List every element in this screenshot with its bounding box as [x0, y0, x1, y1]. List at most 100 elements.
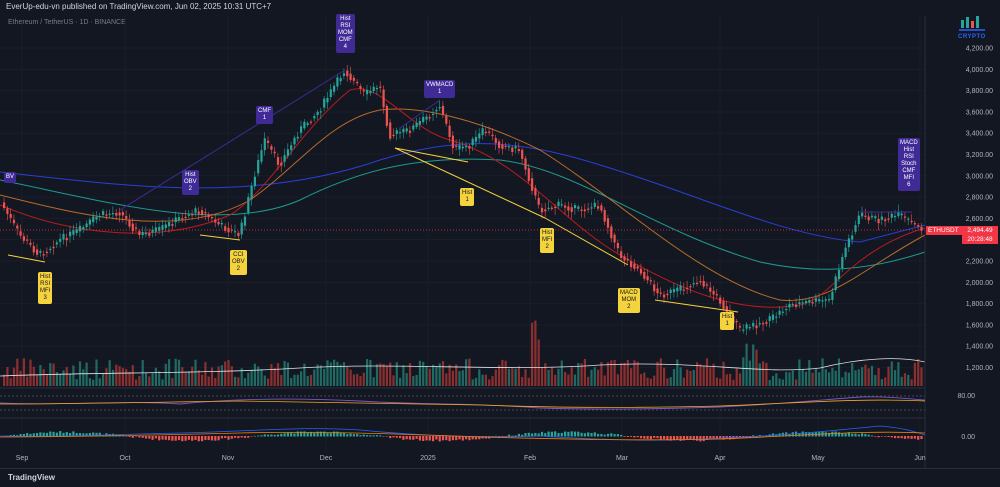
macd-hist-bar — [887, 436, 890, 437]
candle-body — [636, 266, 639, 269]
candle-body — [399, 132, 402, 134]
signal-tag[interactable]: BV — [4, 172, 17, 183]
candle-body — [85, 223, 88, 228]
signal-tag[interactable]: Hist OBV 2 — [182, 170, 199, 195]
candle-body — [98, 216, 101, 218]
volume-bar — [135, 379, 138, 386]
signal-tag[interactable]: Hist RSI MFI 3 — [38, 272, 53, 304]
signal-tag[interactable]: MACD MOM 2 — [618, 288, 640, 313]
candle-body — [309, 121, 313, 123]
macd-hist-bar — [669, 436, 672, 441]
ma-orange-line — [0, 108, 926, 301]
macd-hist-bar — [920, 436, 923, 439]
volume-bar — [263, 375, 266, 386]
signal-tag[interactable]: Hist MFI 2 — [540, 228, 555, 253]
candle-body — [313, 116, 316, 119]
signal-tag-line: CMF — [258, 108, 271, 114]
candle-body — [504, 145, 507, 147]
macd-hist-bar — [441, 436, 445, 441]
candle-body — [610, 226, 613, 239]
volume-bar — [177, 359, 181, 386]
volume-bar — [352, 374, 355, 386]
volume-bar — [300, 371, 303, 386]
volume-bar — [283, 360, 286, 386]
volume-bar — [666, 378, 669, 386]
candle-body — [22, 236, 25, 241]
candle-body — [260, 150, 263, 162]
signal-tag-line: Hist — [185, 172, 196, 178]
candle-body — [864, 215, 867, 217]
macd-hist-bar — [296, 431, 299, 437]
trend-lines — [7, 69, 912, 313]
candle-body — [666, 293, 669, 296]
candle-body — [151, 229, 154, 233]
macd-hist-bar — [626, 436, 629, 437]
macd-hist-bar — [900, 436, 903, 439]
candle-body — [484, 131, 487, 133]
volume-bar — [560, 360, 563, 386]
signal-tag[interactable]: Hist 1 — [460, 188, 475, 206]
macd-hist-bar — [537, 433, 540, 437]
candle-body — [59, 238, 62, 242]
volume-bar — [748, 360, 751, 386]
candle-body — [824, 299, 827, 301]
candle-body — [603, 210, 606, 222]
candle-body — [458, 145, 461, 150]
signal-tag[interactable]: VWMACD 1 — [424, 80, 456, 98]
candle-body — [333, 85, 336, 92]
candle-body — [663, 294, 666, 298]
candle-body — [412, 125, 415, 130]
signal-tag-line: Hist — [340, 16, 351, 22]
volume-bar — [187, 371, 190, 386]
signal-tag[interactable]: MACD Hist RSI Stoch CMF MFI 6 — [898, 138, 920, 191]
volume-bar — [389, 362, 392, 386]
macd-hist-bar — [141, 436, 144, 438]
candle-body — [118, 212, 121, 216]
candle-body — [719, 297, 722, 304]
macd-hist-bar — [72, 431, 75, 437]
volume-bar — [504, 360, 507, 386]
signal-tag-line: OBV — [232, 259, 245, 265]
candle-body — [679, 285, 682, 291]
volume-bar — [900, 376, 903, 386]
volume-bar — [544, 363, 547, 386]
candle-body — [890, 213, 893, 218]
macd-hist-bar — [903, 436, 907, 439]
macd-hist-bar — [752, 435, 755, 437]
signal-tag[interactable]: CMF 1 — [256, 106, 273, 124]
macd-hist-bar — [316, 431, 319, 437]
signal-tag-line: RSI — [903, 154, 914, 160]
macd-hist-bar — [573, 431, 577, 437]
candle-body — [250, 185, 253, 200]
macd-hist-bar — [610, 433, 613, 437]
candle-body — [303, 121, 306, 129]
candle-body — [36, 249, 39, 255]
signal-tag-line: CMF — [338, 37, 352, 43]
candle-body — [342, 73, 346, 76]
volume-bar — [448, 364, 451, 386]
macd-hist-bar — [201, 436, 204, 442]
volume-bar — [620, 362, 623, 386]
macd-hist-bar — [382, 436, 385, 437]
macd-hist-bar — [854, 433, 857, 437]
bar-countdown: 20:28:48 — [967, 236, 993, 243]
candle-body — [696, 282, 699, 284]
volume-bar — [488, 379, 491, 386]
volume-bar — [237, 377, 240, 386]
signal-tag[interactable]: CCI OBV 2 — [230, 250, 247, 275]
signal-tag-line: MACD — [620, 290, 638, 296]
candle-body — [319, 111, 322, 113]
signal-tag[interactable]: Hist 1 — [720, 312, 735, 330]
volume-bar — [253, 363, 256, 386]
macd-hist-bar — [511, 435, 514, 437]
candle-body — [168, 222, 171, 227]
volume-bar — [844, 371, 847, 386]
volume-bar — [610, 360, 613, 386]
candle-body — [606, 218, 610, 228]
signal-tag[interactable]: Hist RSI MOM CMF 4 — [336, 14, 355, 53]
macd-hist-bar — [191, 436, 194, 441]
macd-hist-bar — [253, 435, 256, 437]
volume-bar — [349, 369, 352, 386]
macd-hist-bar — [333, 431, 336, 437]
